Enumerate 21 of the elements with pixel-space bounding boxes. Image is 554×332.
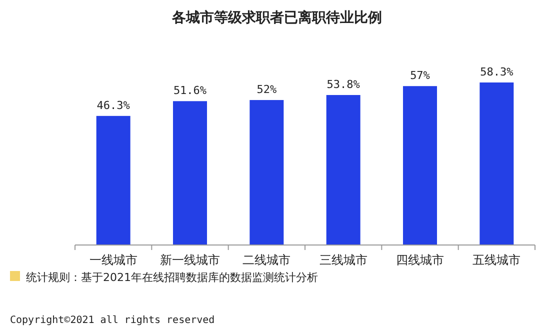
data-label: 58.3% — [480, 65, 514, 78]
x-tick-label: 一线城市 — [89, 253, 138, 267]
x-tick-label: 新一线城市 — [160, 253, 220, 267]
x-tick-label: 四线城市 — [396, 253, 444, 267]
data-label: 51.6% — [173, 84, 207, 98]
chart-title: 各城市等级求职者已离职待业比例 — [171, 9, 382, 26]
data-label: 53.8% — [326, 78, 360, 92]
bar — [96, 116, 130, 245]
x-tick-label: 三线城市 — [319, 253, 368, 267]
x-tick-label: 二线城市 — [242, 253, 291, 267]
bar — [326, 95, 360, 245]
data-label: 52% — [256, 83, 277, 96]
x-tick-label: 五线城市 — [472, 253, 521, 267]
bar — [480, 82, 514, 245]
text: Copyright©2021 all rights reserved — [10, 315, 215, 326]
text: 统计规则：基于2021年在线招聘数据库的数据监测统计分析 — [26, 271, 318, 284]
data-label: 46.3% — [96, 98, 130, 112]
bar — [173, 101, 207, 245]
bar — [250, 100, 284, 245]
bar — [403, 86, 437, 245]
data-label: 57% — [410, 69, 430, 82]
